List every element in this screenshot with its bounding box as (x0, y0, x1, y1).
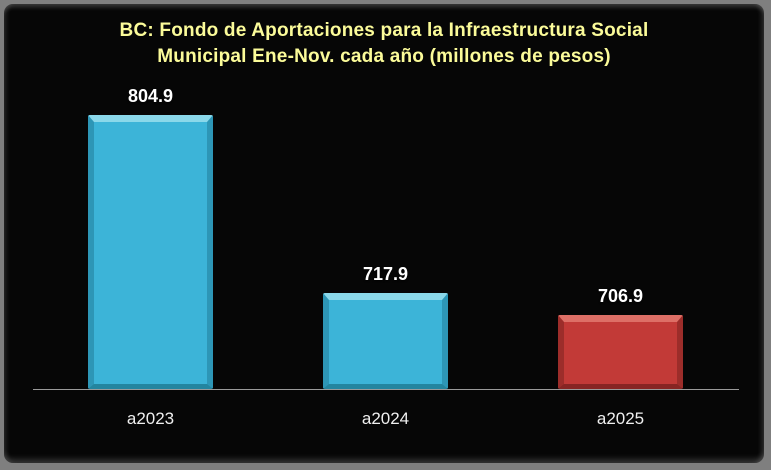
bar-group-a2024: 717.9 (323, 264, 448, 389)
x-axis-label-a2025: a2025 (596, 409, 645, 428)
bar-a2023 (88, 115, 213, 389)
bar-value-label-a2024: 717.9 (362, 264, 409, 284)
chart-panel: BC: Fondo de Aportaciones para la Infrae… (4, 4, 764, 463)
bar-value-label-a2025: 706.9 (597, 286, 644, 306)
bar-a2024 (323, 293, 448, 389)
chart-title: BC: Fondo de Aportaciones para la Infrae… (4, 18, 764, 70)
bar-value-label-a2023: 804.9 (127, 86, 174, 106)
chart-title-line-2: Municipal Ene-Nov. cada año (millones de… (157, 46, 611, 67)
x-axis-label-a2024: a2024 (361, 409, 410, 428)
bar-group-a2023: 804.9 (88, 86, 213, 389)
chart-title-line-1: BC: Fondo de Aportaciones para la Infrae… (119, 20, 649, 41)
x-axis-line (33, 389, 739, 390)
bar-group-a2025: 706.9 (558, 286, 683, 389)
plot-area: 804.9 717.9 706.9 (4, 4, 764, 389)
bar-a2025 (558, 315, 683, 389)
x-axis-label-a2023: a2023 (126, 409, 175, 428)
